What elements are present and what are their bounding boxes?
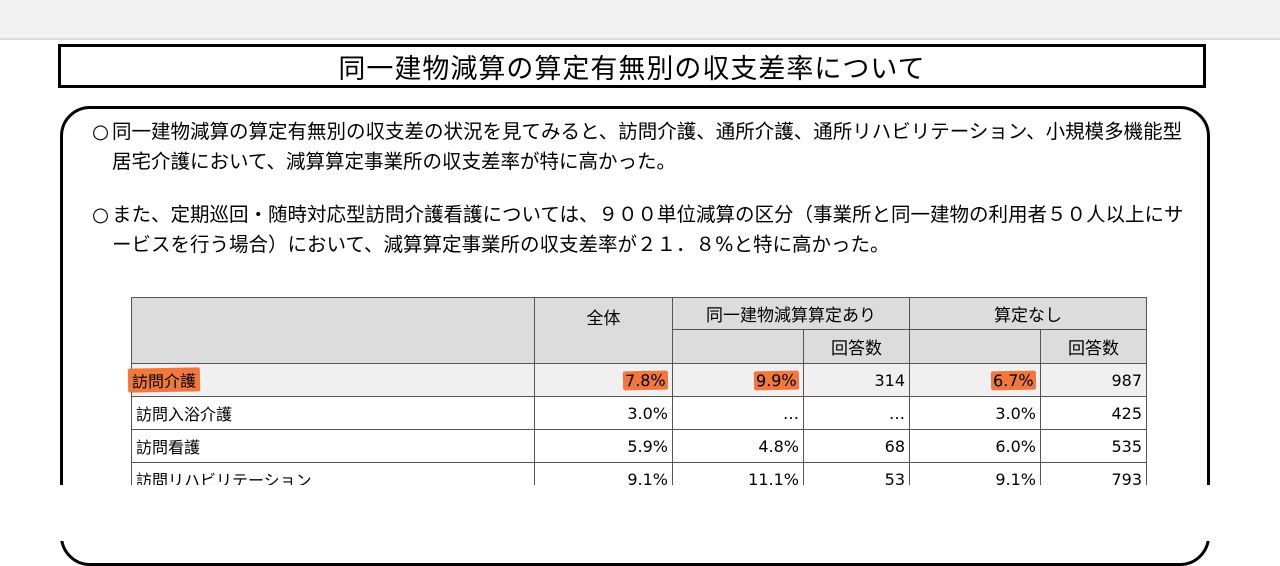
none-rate: 6.0% — [909, 429, 1041, 463]
subheader-not-applied-responses: 回答数 — [1040, 329, 1147, 364]
header-all: 全体 — [534, 297, 673, 364]
applied-rate-cell: 9.9% — [672, 363, 804, 397]
table-row: 訪問看護 5.9% 4.8% 68 6.0% 535 — [131, 429, 1147, 463]
service-name: 訪問看護 — [131, 429, 535, 463]
all-rate-cell: 7.8% — [534, 363, 673, 397]
header-not-applied: 算定なし — [909, 297, 1147, 330]
all-rate: 7.8% — [623, 370, 669, 390]
page-title-text: 同一建物減算の算定有無別の収支差率について — [338, 53, 926, 85]
all-rate: 3.0% — [534, 396, 673, 430]
table-header-row: 全体 同一建物減算算定あり 算定なし — [131, 297, 1147, 364]
bullet-text: 同一建物減算の算定有無別の収支差の状況を見てみると、訪問介護、通所介護、通所リハ… — [112, 120, 1183, 173]
subheader-not-applied-blank — [909, 329, 1041, 364]
none-count: 987 — [1040, 363, 1147, 397]
subheader-applied-blank — [672, 329, 804, 364]
page-cutoff — [0, 485, 1280, 541]
none-rate-cell: 6.7% — [909, 363, 1041, 397]
page-title: 同一建物減算の算定有無別の収支差率について — [58, 44, 1206, 88]
bullet-text: また、定期巡回・随時対応型訪問介護看護については、９００単位減算の区分（事業所と… — [112, 203, 1184, 256]
bullet-paragraph-1: ○ 同一建物減算の算定有無別の収支差の状況を見てみると、訪問介護、通所介護、通所… — [92, 117, 1192, 177]
none-rate: 6.7% — [991, 370, 1037, 390]
bullet-paragraph-2: ○ また、定期巡回・随時対応型訪問介護看護については、９００単位減算の区分（事業… — [92, 200, 1192, 260]
all-rate: 5.9% — [534, 429, 673, 463]
service-name-cell: 訪問介護 — [127, 363, 535, 397]
header-applied: 同一建物減算算定あり — [672, 297, 910, 330]
applied-rate: 9.9% — [754, 370, 800, 390]
applied-count: 68 — [803, 429, 910, 463]
table-row: 訪問入浴介護 3.0% … … 3.0% 425 — [131, 396, 1147, 430]
table-row: 訪問介護 7.8% 9.9% 314 6.7% 987 — [127, 363, 1147, 397]
revenue-margin-table: 全体 同一建物減算算定あり 算定なし 回答数 回答数 訪問介護 7.8% 9.9… — [127, 297, 1147, 496]
viewer-top-bar — [0, 0, 1280, 40]
applied-rate: 4.8% — [672, 429, 804, 463]
none-count: 425 — [1040, 396, 1147, 430]
none-count: 535 — [1040, 429, 1147, 463]
none-rate: 3.0% — [909, 396, 1041, 430]
header-service-blank — [131, 297, 535, 364]
applied-count: … — [803, 396, 910, 430]
subheader-applied-responses: 回答数 — [803, 329, 910, 364]
bullet-mark: ○ — [92, 120, 110, 143]
bullet-mark: ○ — [92, 203, 110, 226]
applied-rate: … — [672, 396, 804, 430]
applied-count: 314 — [803, 363, 910, 397]
service-name: 訪問介護 — [127, 367, 201, 393]
service-name: 訪問入浴介護 — [131, 396, 535, 430]
